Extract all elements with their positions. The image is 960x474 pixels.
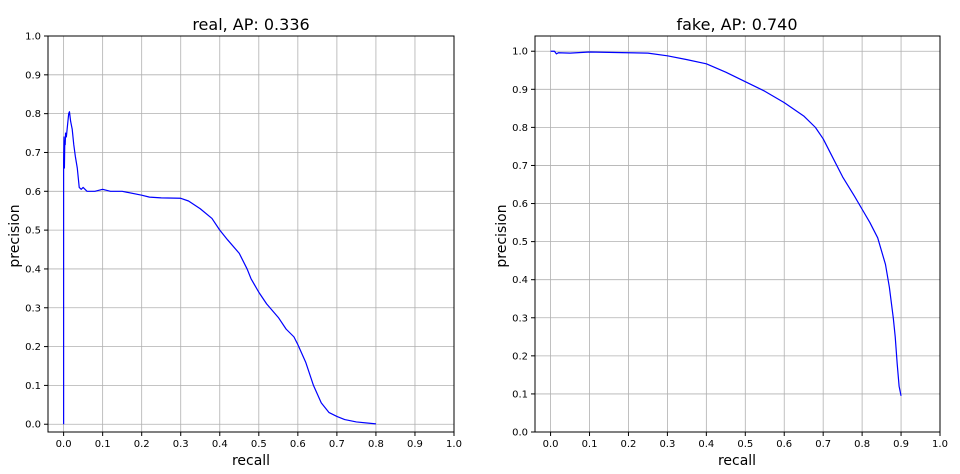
- x-tick-label: 0.5: [251, 439, 267, 450]
- x-tick-label: 0.2: [621, 439, 637, 450]
- y-tick-label: 0.3: [25, 303, 41, 314]
- chart-fake: fake, AP: 0.740 recall precision 0.0 0.1 0…: [494, 15, 948, 469]
- y-tick-label: 0.1: [25, 381, 41, 392]
- x-tick-label: 0.7: [815, 439, 831, 450]
- y-tick-label: 1.0: [512, 47, 528, 58]
- x-tick-label: 0.3: [659, 439, 675, 450]
- y-tick-label: 0.4: [25, 264, 41, 275]
- plot-frame: [534, 35, 941, 433]
- x-tick-label: 0.1: [582, 439, 598, 450]
- y-tick-label: 0.7: [25, 148, 41, 159]
- y-axis-label: precision: [494, 204, 510, 267]
- x-tick-label: 0.6: [290, 439, 306, 450]
- chart-real: real, AP: 0.336 recall precision 0.0 0.1 0…: [7, 15, 462, 469]
- y-tick-label: 0.6: [25, 187, 41, 198]
- x-axis-label: recall: [232, 453, 270, 469]
- y-tick-label: 0.4: [512, 275, 528, 286]
- y-tick-label: 0.5: [25, 226, 41, 237]
- y-tick-label: 0.9: [512, 85, 528, 96]
- y-tick-label: 0.0: [25, 420, 41, 431]
- y-tick-label: 0.0: [512, 428, 528, 439]
- x-tick-label: 1.0: [932, 439, 948, 450]
- series-line-real: [63, 111, 376, 425]
- grid: [535, 36, 941, 433]
- x-tick-label: 0.7: [329, 439, 345, 450]
- chart-title: fake, AP: 0.740: [676, 15, 797, 34]
- x-tick-label: 1.0: [446, 439, 462, 450]
- y-axis-label: precision: [7, 204, 23, 267]
- y-tick-label: 0.7: [512, 161, 528, 172]
- y-tick-label: 0.6: [512, 199, 528, 210]
- y-tick-label: 0.9: [25, 70, 41, 81]
- x-tick-label: 0.9: [893, 439, 909, 450]
- y-tick-label: 0.2: [512, 351, 528, 362]
- x-tick-label: 0.0: [56, 439, 72, 450]
- plot-frame: [47, 35, 455, 433]
- x-axis-label: recall: [718, 453, 756, 469]
- x-tick-label: 0.8: [368, 439, 384, 450]
- chart-title: real, AP: 0.336: [192, 15, 309, 34]
- y-tick-label: 1.0: [25, 32, 41, 43]
- series-line-fake: [550, 50, 902, 396]
- x-tick-label: 0.3: [173, 439, 189, 450]
- x-tick-label: 0.1: [95, 439, 111, 450]
- y-tick-label: 0.8: [25, 109, 41, 120]
- x-tick-label: 0.0: [543, 439, 559, 450]
- x-tick-label: 0.5: [737, 439, 753, 450]
- grid: [48, 35, 455, 432]
- x-tick-label: 0.2: [134, 439, 150, 450]
- y-tick-label: 0.2: [25, 342, 41, 353]
- y-tick-label: 0.3: [512, 313, 528, 324]
- y-tick-label: 0.1: [512, 389, 528, 400]
- x-tick-label: 0.4: [212, 439, 228, 450]
- y-tick-label: 0.8: [512, 123, 528, 134]
- x-tick-label: 0.9: [407, 439, 423, 450]
- x-tick-label: 0.6: [776, 439, 792, 450]
- x-tick-label: 0.4: [698, 439, 714, 450]
- y-tick-label: 0.5: [512, 237, 528, 248]
- x-tick-label: 0.8: [854, 439, 870, 450]
